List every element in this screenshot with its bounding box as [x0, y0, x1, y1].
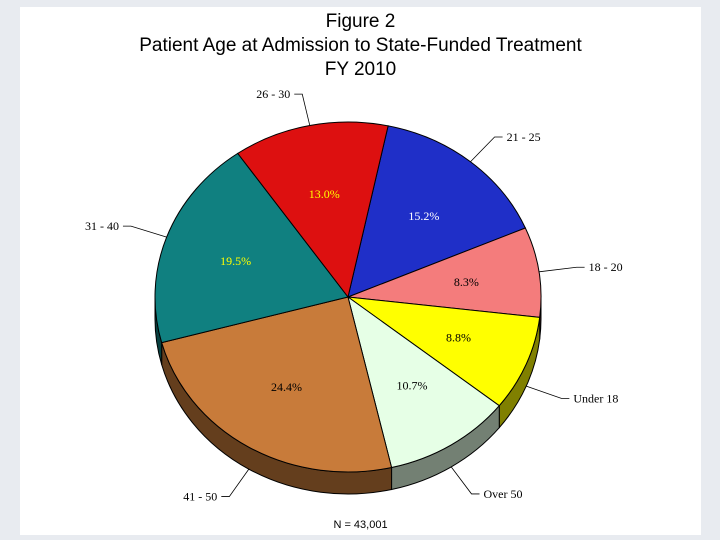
title-line-1: Figure 2	[325, 11, 396, 32]
category-label-5: 31 - 40	[85, 219, 119, 233]
pie-slice-5	[154, 152, 349, 344]
percent-label-0: 15.2%	[408, 209, 439, 223]
percent-labels: 15.2% 8.3% 8.8% 10.7% 24.4% 19.5% 13.0%	[220, 187, 479, 394]
category-label-6: 26 - 30	[256, 87, 290, 101]
leader-line-1	[538, 266, 585, 273]
chart-frame: Figure 2 Patient Age at Admission to Sta…	[20, 7, 701, 535]
sample-size-note: N = 43,001	[333, 519, 388, 531]
percent-label-5: 19.5%	[220, 254, 251, 268]
percent-label-4: 24.4%	[271, 380, 302, 394]
leader-line-4	[221, 468, 250, 497]
category-label-4: 41 - 50	[183, 490, 217, 504]
percent-label-6: 13.0%	[309, 187, 340, 201]
chart-title: Figure 2 Patient Age at Admission to Sta…	[20, 10, 701, 82]
title-line-3: FY 2010	[324, 59, 397, 80]
pie-slices	[154, 121, 542, 473]
pie-chart: 15.2%8.3%8.8%10.7%24.4%19.5%13.0%21 - 25…	[85, 87, 623, 503]
category-labels: 21 - 25 18 - 20 Under 18 Over 50 41 - 50 31 -…	[85, 87, 623, 503]
leader-line-2	[526, 385, 570, 399]
leader-line-6	[294, 93, 311, 126]
leader-line-3	[450, 466, 480, 495]
category-label-1: 18 - 20	[589, 260, 623, 274]
pie-slice-3	[347, 295, 500, 469]
title-line-2: Patient Age at Admission to State-Funded…	[139, 35, 582, 56]
leader-line-0	[470, 136, 503, 163]
category-label-3: Over 50	[484, 487, 523, 501]
percent-label-1: 8.3%	[454, 275, 479, 289]
percent-label-3: 10.7%	[396, 379, 427, 393]
category-label-2: Under 18	[573, 391, 618, 405]
leader-line-5	[122, 225, 167, 238]
pie-slice-2	[346, 296, 541, 407]
pie-slice-6	[236, 121, 389, 299]
category-label-0: 21 - 25	[507, 130, 541, 144]
percent-label-2: 8.8%	[446, 330, 471, 344]
pie-slice-4	[161, 296, 393, 473]
pie-slice-1	[347, 227, 542, 318]
